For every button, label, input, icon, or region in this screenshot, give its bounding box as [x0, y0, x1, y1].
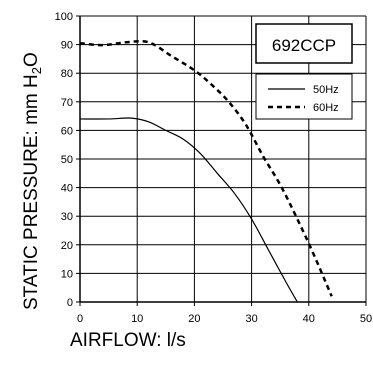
series-line-50hz	[79, 117, 298, 303]
x-tick-label: 30	[245, 313, 257, 325]
legend-label-50hz: 50Hz	[313, 84, 339, 96]
y-tick-label: 90	[61, 40, 73, 52]
y-tick-label: 40	[61, 183, 73, 195]
y-tick-label: 20	[61, 240, 73, 252]
series-layer	[79, 39, 333, 303]
x-axis-title: AIRFLOW: l/s	[70, 330, 186, 351]
y-tick-label: 30	[61, 211, 73, 223]
y-tick-label: 10	[61, 268, 73, 280]
x-tick-label: 20	[188, 313, 200, 325]
x-tick-label: 10	[131, 313, 143, 325]
y-axis-title-subscript: 2	[29, 67, 44, 74]
plot-axes	[76, 15, 367, 306]
y-tick-label: 0	[67, 297, 73, 309]
x-tick-label: 0	[77, 313, 83, 325]
y-tick-label: 80	[61, 68, 73, 80]
x-tick-label: 50	[360, 313, 372, 325]
y-tick-label: 70	[61, 97, 73, 109]
y-axis-title-main: STATIC PRESSURE: mm H	[21, 74, 42, 310]
y-tick-label: 50	[61, 154, 73, 166]
y-tick-label: 100	[55, 11, 73, 23]
series-line-60hz	[79, 39, 333, 297]
model-label-box: 692CCP	[255, 23, 353, 64]
y-tick-label: 60	[61, 125, 73, 137]
y-axis-title-tail: O	[21, 52, 42, 67]
legend-label-60hz: 60Hz	[313, 102, 339, 114]
legend: 50Hz 60Hz	[255, 73, 353, 120]
tick-labels: 0 10 20 30 40 50 60 70 80 90 100 0 10 20 30 40 50	[55, 11, 372, 325]
x-tick-label: 40	[303, 313, 315, 325]
model-label: 692CCP	[272, 36, 336, 55]
y-axis-title: STATIC PRESSURE: mm H2O	[21, 52, 44, 310]
y-axis-title-group: STATIC PRESSURE: mm H2O	[21, 52, 44, 310]
